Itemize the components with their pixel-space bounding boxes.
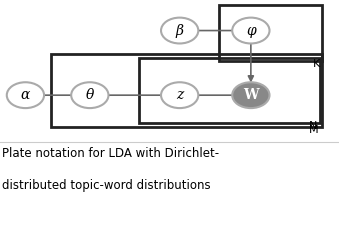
Text: φ: φ <box>246 24 256 38</box>
Text: M: M <box>309 125 319 135</box>
Bar <box>139 58 320 123</box>
Ellipse shape <box>161 82 198 108</box>
Ellipse shape <box>232 82 270 108</box>
Bar <box>219 5 322 61</box>
Text: N: N <box>309 121 318 131</box>
Text: K: K <box>313 59 320 69</box>
Ellipse shape <box>232 18 270 43</box>
Ellipse shape <box>161 18 198 43</box>
Text: θ: θ <box>86 88 94 102</box>
Ellipse shape <box>71 82 108 108</box>
Text: Plate notation for LDA with Dirichlet-: Plate notation for LDA with Dirichlet- <box>2 147 219 160</box>
Text: W: W <box>243 88 259 102</box>
Text: z: z <box>176 88 183 102</box>
Bar <box>51 54 322 127</box>
Text: β: β <box>176 24 184 38</box>
Text: distributed topic-word distributions: distributed topic-word distributions <box>2 179 210 192</box>
Text: α: α <box>21 88 30 102</box>
Ellipse shape <box>7 82 44 108</box>
